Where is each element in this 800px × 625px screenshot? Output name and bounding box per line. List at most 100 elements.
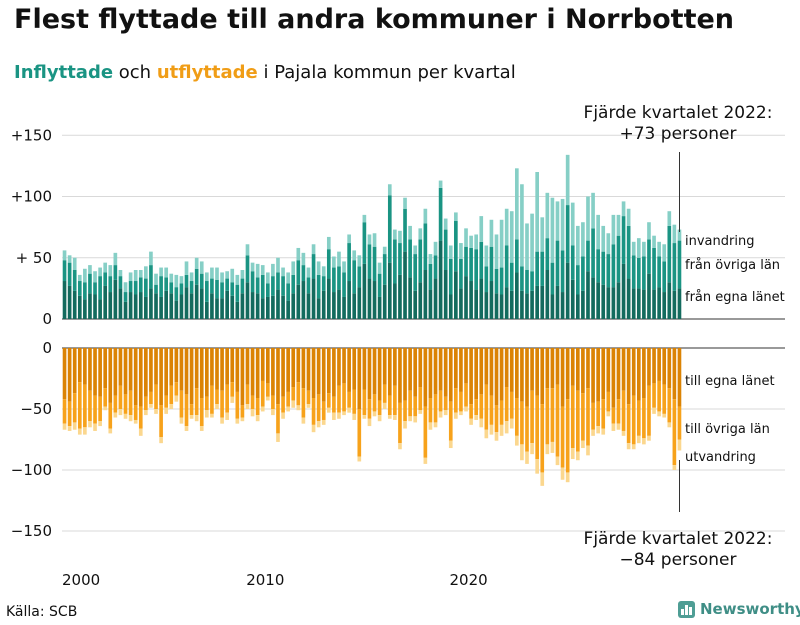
bar-inflyttade-invandring — [199, 261, 204, 274]
bar-inflyttade-invandring — [377, 262, 382, 274]
bar-utflyttade-egna-lanet — [667, 348, 672, 389]
bar-inflyttade-egna-lanet — [174, 300, 179, 320]
bar-utflyttade-utvandring — [357, 456, 362, 462]
bar-inflyttade-egna-lanet — [128, 292, 133, 319]
bar-inflyttade-egna-lanet — [88, 293, 92, 319]
bar-utflyttade-utvandring — [509, 418, 514, 429]
bar-inflyttade-ovriga-lan — [271, 276, 275, 296]
bar-utflyttade-ovriga-lan — [448, 401, 453, 441]
bar-utflyttade-ovriga-lan — [667, 388, 672, 423]
bar-inflyttade-invandring — [484, 245, 489, 267]
bar-utflyttade-utvandring — [164, 407, 169, 414]
bar-inflyttade-ovriga-lan — [611, 244, 616, 288]
bar-utflyttade-egna-lanet — [271, 348, 275, 396]
bar-inflyttade-egna-lanet — [138, 292, 143, 319]
bar-inflyttade-egna-lanet — [413, 290, 418, 319]
bar-inflyttade-egna-lanet — [667, 282, 672, 319]
bar-utflyttade-ovriga-lan — [235, 391, 240, 419]
bar-utflyttade-ovriga-lan — [133, 405, 138, 420]
bar-utflyttade-egna-lanet — [489, 348, 494, 396]
bar-inflyttade-egna-lanet — [271, 295, 275, 320]
bar-inflyttade-ovriga-lan — [504, 245, 509, 288]
bar-utflyttade-ovriga-lan — [438, 390, 443, 412]
bar-inflyttade-invandring — [184, 261, 189, 275]
bar-utflyttade-ovriga-lan — [469, 404, 473, 419]
bar-utflyttade-egna-lanet — [98, 348, 102, 397]
bar-utflyttade-ovriga-lan — [474, 399, 479, 416]
bar-inflyttade-ovriga-lan — [438, 187, 443, 241]
bar-utflyttade-ovriga-lan — [540, 404, 545, 473]
bar-inflyttade-egna-lanet — [235, 301, 240, 319]
bar-utflyttade-ovriga-lan — [271, 395, 275, 409]
bar-utflyttade-egna-lanet — [545, 348, 550, 389]
bar-utflyttade-utvandring — [606, 411, 611, 417]
bar-inflyttade-invandring — [489, 219, 494, 247]
bar-inflyttade-invandring — [133, 270, 138, 282]
bar-utflyttade-utvandring — [530, 443, 534, 455]
bar-utflyttade-utvandring — [337, 412, 341, 419]
bar-inflyttade-ovriga-lan — [509, 262, 514, 291]
bar-inflyttade-ovriga-lan — [469, 247, 473, 282]
bar-utflyttade-utvandring — [215, 404, 219, 409]
x-tick-label: 2010 — [246, 571, 284, 589]
upper-tick-label: +100 — [11, 188, 52, 206]
bar-utflyttade-egna-lanet — [393, 348, 397, 386]
bar-utflyttade-ovriga-lan — [581, 393, 585, 441]
bar-utflyttade-ovriga-lan — [616, 399, 621, 424]
bar-inflyttade-invandring — [159, 267, 163, 277]
bar-inflyttade-ovriga-lan — [326, 249, 331, 279]
bar-inflyttade-invandring — [276, 257, 280, 273]
bar-inflyttade-invandring — [509, 211, 514, 263]
bar-utflyttade-ovriga-lan — [418, 387, 423, 411]
bar-utflyttade-egna-lanet — [499, 348, 504, 401]
bar-inflyttade-invandring — [149, 251, 153, 266]
bar-inflyttade-invandring — [469, 235, 473, 248]
bar-utflyttade-ovriga-lan — [423, 406, 428, 458]
bar-utflyttade-egna-lanet — [159, 348, 163, 406]
bar-utflyttade-utvandring — [220, 417, 224, 424]
bar-inflyttade-invandring — [428, 254, 433, 264]
upper-tick-label: +150 — [11, 126, 52, 144]
bar-inflyttade-invandring — [393, 229, 397, 240]
bar-utflyttade-ovriga-lan — [174, 382, 179, 396]
bar-utflyttade-egna-lanet — [215, 348, 219, 390]
bar-inflyttade-ovriga-lan — [626, 225, 631, 279]
bar-inflyttade-egna-lanet — [260, 298, 265, 320]
bar-inflyttade-ovriga-lan — [494, 268, 499, 294]
bar-utflyttade-utvandring — [545, 444, 550, 455]
bar-inflyttade-egna-lanet — [469, 281, 473, 319]
bar-utflyttade-utvandring — [469, 418, 473, 425]
bar-inflyttade-invandring — [271, 263, 275, 277]
bar-utflyttade-utvandring — [540, 472, 545, 486]
bar-utflyttade-egna-lanet — [504, 348, 509, 388]
bar-utflyttade-utvandring — [260, 406, 265, 412]
bar-utflyttade-utvandring — [596, 426, 600, 434]
bar-utflyttade-ovriga-lan — [652, 383, 656, 408]
bar-utflyttade-utvandring — [499, 424, 504, 436]
bar-utflyttade-egna-lanet — [657, 348, 661, 381]
bar-inflyttade-egna-lanet — [67, 285, 72, 320]
bar-inflyttade-ovriga-lan — [433, 255, 438, 279]
bar-inflyttade-ovriga-lan — [555, 240, 560, 286]
bar-utflyttade-utvandring — [103, 406, 108, 411]
bar-utflyttade-egna-lanet — [332, 348, 336, 397]
bar-inflyttade-invandring — [138, 270, 143, 278]
bar-inflyttade-ovriga-lan — [357, 266, 362, 288]
bar-inflyttade-invandring — [398, 230, 402, 244]
bar-inflyttade-egna-lanet — [621, 263, 626, 320]
bar-utflyttade-egna-lanet — [194, 348, 199, 389]
bar-inflyttade-egna-lanet — [560, 292, 565, 319]
bar-utflyttade-ovriga-lan — [88, 390, 92, 422]
bar-inflyttade-egna-lanet — [220, 298, 224, 320]
bar-inflyttade-egna-lanet — [372, 281, 377, 319]
bar-utflyttade-utvandring — [489, 424, 494, 435]
series-label-in: från egna länet — [685, 290, 785, 305]
bar-inflyttade-ovriga-lan — [103, 272, 108, 286]
bar-utflyttade-ovriga-lan — [316, 394, 321, 422]
bar-inflyttade-invandring — [128, 272, 133, 282]
bar-inflyttade-invandring — [337, 251, 341, 267]
bar-utflyttade-utvandring — [347, 407, 351, 413]
bar-utflyttade-utvandring — [62, 423, 67, 430]
bar-inflyttade-egna-lanet — [448, 294, 453, 319]
bar-utflyttade-egna-lanet — [586, 348, 590, 389]
